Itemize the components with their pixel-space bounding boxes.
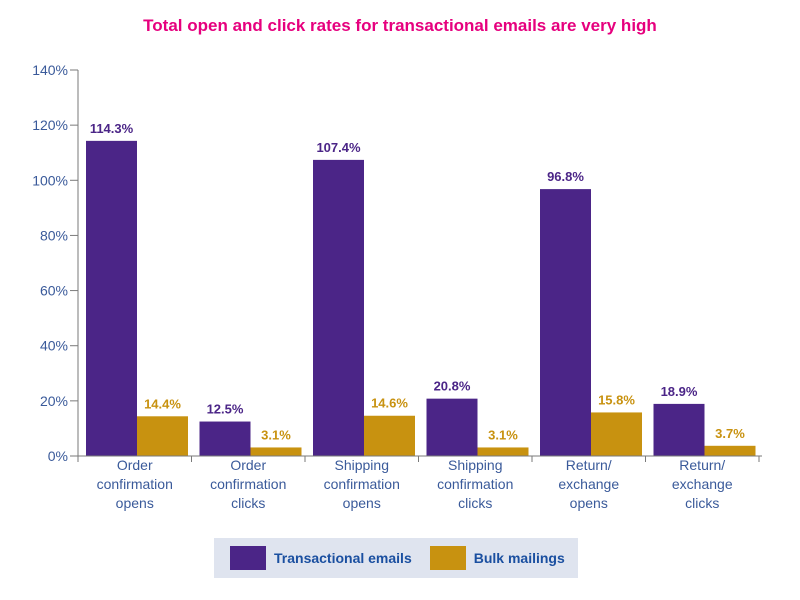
data-label-transactional: 107.4%: [316, 140, 361, 155]
data-labels: 114.3% 12.5% 107.4% 20.8% 96.8% 18.9% 14.4% 3.1…: [90, 121, 745, 443]
y-tick-label: 0%: [48, 448, 68, 464]
category-label: Shipping confirmation opens: [324, 457, 400, 511]
data-label-transactional: 20.8%: [434, 379, 471, 394]
data-label-transactional: 12.5%: [207, 402, 244, 417]
bar-transactional: [426, 398, 478, 456]
bar-bulk: [364, 415, 415, 456]
bar-bulk: [591, 412, 642, 456]
category-label: Return/exchange clicks: [672, 457, 733, 511]
y-tick-label: 20%: [40, 393, 68, 409]
y-tick-label: 60%: [40, 283, 68, 299]
y-tick-label: 40%: [40, 338, 68, 354]
legend-item-bulk: Bulk mailings: [429, 546, 565, 570]
y-tick-label: 100%: [32, 172, 68, 188]
data-label-bulk: 15.8%: [598, 392, 635, 407]
category-label: Order confirmation clicks: [210, 457, 286, 511]
data-label-transactional: 96.8%: [547, 169, 584, 184]
bars: [86, 140, 756, 456]
category-label: Return/exchange opens: [558, 457, 619, 511]
bar-bulk: [137, 416, 188, 456]
bar-transactional: [540, 189, 591, 456]
y-tick-label: 120%: [32, 117, 68, 133]
legend-label-bulk: Bulk mailings: [473, 550, 565, 566]
chart-title: Total open and click rates for transacti…: [143, 16, 657, 35]
legend: Transactional emails Bulk mailings: [214, 538, 578, 578]
bar-transactional: [199, 421, 251, 456]
data-label-bulk: 3.7%: [715, 426, 745, 441]
category-label: Order confirmation opens: [97, 457, 173, 511]
legend-swatch-bulk: [429, 546, 466, 570]
bar-bulk: [704, 445, 756, 456]
data-label-bulk: 14.6%: [371, 396, 408, 411]
bar-bulk: [477, 447, 529, 456]
data-label-bulk: 3.1%: [261, 427, 291, 442]
y-axis: 0% 20% 40% 60% 80% 100% 120% 140%: [32, 62, 79, 464]
y-tick-label: 80%: [40, 227, 68, 243]
bar-transactional: [86, 140, 137, 456]
data-label-bulk: 3.1%: [488, 427, 518, 442]
bar-transactional: [313, 159, 364, 456]
legend-label-transactional: Transactional emails: [274, 550, 412, 566]
y-tick-label: 140%: [32, 62, 68, 78]
category-label: Shipping confirmation clicks: [437, 457, 513, 511]
legend-swatch-transactional: [230, 546, 266, 570]
data-label-transactional: 114.3%: [90, 121, 134, 136]
bar-bulk: [250, 447, 302, 456]
data-label-transactional: 18.9%: [661, 384, 698, 399]
bar-transactional: [653, 403, 705, 456]
x-axis: Order confirmation opens Order confirmation c…: [77, 455, 762, 511]
legend-item-transactional: Transactional emails: [230, 546, 412, 570]
data-label-bulk: 14.4%: [144, 396, 181, 411]
